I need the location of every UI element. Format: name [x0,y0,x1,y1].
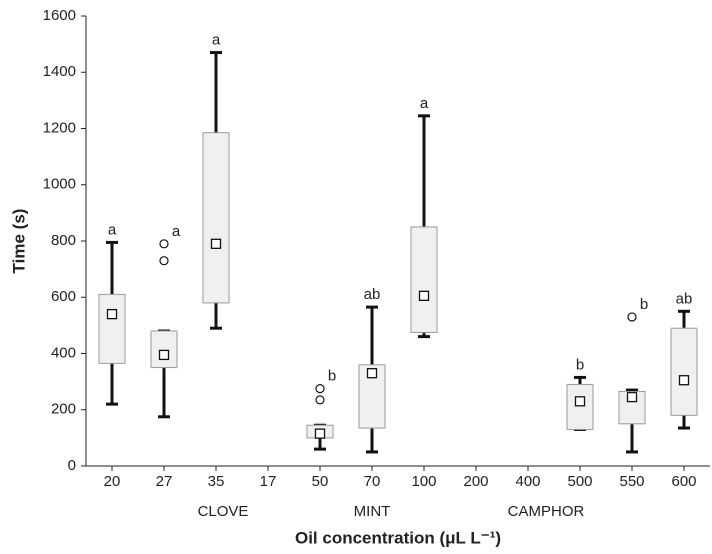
x-tick-label: 400 [515,473,540,490]
y-tick-label: 0 [68,457,76,474]
y-tick-label: 600 [51,288,76,305]
box [566,383,594,430]
y-tick-label: 800 [51,232,76,249]
y-tick-label: 1200 [43,119,76,136]
y-tick-label: 1600 [43,7,76,24]
x-axis-title: Oil concentration (μL L⁻¹) [295,528,501,547]
significance-letter: a [172,223,181,240]
outlier [315,395,325,405]
x-tick-label: 70 [364,473,381,490]
x-tick-label: 50 [312,473,329,490]
median-marker [366,368,378,379]
median-marker [626,391,638,403]
group-label: CAMPHOR [508,503,585,520]
median-marker [678,375,690,386]
significance-letter: b [328,368,336,385]
box [202,132,230,304]
y-tick-label: 1000 [43,176,76,193]
x-tick-label: 500 [567,473,592,490]
significance-letter: a [108,221,117,238]
outlier [627,312,637,322]
median-marker [158,349,170,361]
box [150,330,178,369]
x-tick-label: 100 [411,473,436,490]
x-tick-label: 550 [619,473,644,490]
box [98,293,126,364]
significance-letter: b [640,296,648,313]
x-tick-label: 600 [671,473,696,490]
x-tick-label: 35 [208,473,225,490]
y-tick-label: 200 [51,401,76,418]
box [670,327,698,416]
median-marker [314,428,326,439]
significance-letter: a [420,95,429,112]
significance-letter: a [212,32,221,49]
outlier [159,239,169,249]
box [410,226,438,333]
group-label: CLOVE [198,503,249,520]
significance-letter: ab [364,286,381,303]
median-marker [574,396,586,407]
significance-letter: b [576,356,584,373]
x-tick-label: 17 [260,473,277,490]
x-tick-label: 200 [463,473,488,490]
median-marker [418,290,430,301]
y-tick-label: 400 [51,344,76,361]
median-marker [106,308,118,320]
median-marker [210,238,222,249]
significance-letter: ab [676,290,693,307]
y-axis-title: Time (s) [9,209,28,274]
y-tick-label: 1400 [43,63,76,80]
outlier [159,256,169,266]
x-tick-label: 27 [156,473,173,490]
outlier [315,384,325,394]
group-label: MINT [354,503,391,520]
x-tick-label: 20 [104,473,121,490]
